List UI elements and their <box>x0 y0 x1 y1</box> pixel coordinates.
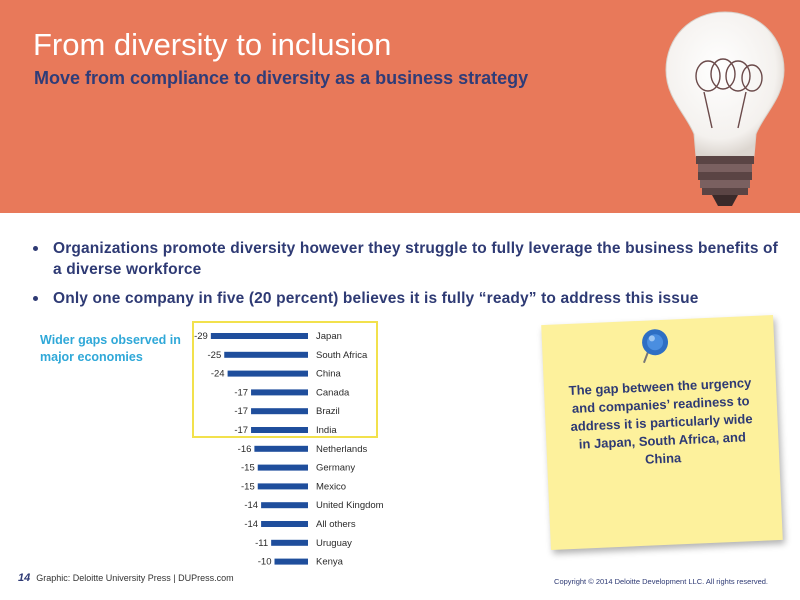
bar <box>257 464 308 471</box>
header-band: From diversity to inclusion Move from co… <box>0 0 800 213</box>
bar-value-label: -10 <box>258 557 272 568</box>
slide-title: From diversity to inclusion <box>33 27 392 62</box>
bar <box>224 351 308 358</box>
bar-value-label: -15 <box>241 463 255 474</box>
bar <box>251 427 308 433</box>
bar <box>261 502 308 509</box>
bar <box>251 408 308 415</box>
bar <box>227 370 308 377</box>
category-label: Germany <box>316 463 355 474</box>
source-text: Graphic: Deloitte University Press | DUP… <box>36 573 234 583</box>
bar <box>251 389 308 396</box>
category-label: Brazil <box>316 406 340 417</box>
bar-value-label: -17 <box>234 387 248 398</box>
bullet-item: Only one company in five (20 percent) be… <box>30 288 790 309</box>
bar-value-label: -24 <box>211 369 225 380</box>
bar-chart: -29 Japan -25 South Africa -24 China -17 Canada… <box>194 331 384 568</box>
page-number: 14 <box>18 572 31 584</box>
sticky-note-text: The gap between the urgency and companie… <box>568 375 753 467</box>
bar-value-label: -11 <box>255 538 268 549</box>
footer-source: 14 Graphic: Deloitte University Press | D… <box>18 572 234 584</box>
category-label: Canada <box>316 387 350 398</box>
category-label: Kenya <box>316 557 344 568</box>
bar-value-label: -16 <box>238 444 252 455</box>
bar <box>210 333 308 339</box>
bar <box>274 558 308 565</box>
category-label: All others <box>316 519 356 530</box>
category-label: United Kingdom <box>316 500 384 511</box>
bar-value-label: -17 <box>234 406 248 417</box>
category-label: China <box>316 369 342 380</box>
bar-value-label: -17 <box>234 425 248 436</box>
slide-subtitle: Move from compliance to diversity as a b… <box>34 68 529 88</box>
bullet-list: Organizations promote diversity however … <box>30 238 790 309</box>
lightbulb-icon <box>665 11 785 206</box>
sticky-note: The gap between the urgency and companie… <box>541 315 783 550</box>
category-label: Japan <box>316 331 342 342</box>
pushpin-icon <box>642 329 669 364</box>
bar-value-label: -25 <box>208 350 222 361</box>
category-label: India <box>316 425 337 436</box>
bullet-item: Organizations promote diversity however … <box>30 238 790 280</box>
bar <box>271 539 308 546</box>
bar <box>261 521 308 527</box>
copyright-text: Copyright © 2014 Deloitte Development LL… <box>554 577 768 586</box>
category-label: Netherlands <box>316 444 367 455</box>
bar-value-label: -14 <box>244 500 258 511</box>
bar <box>257 483 308 490</box>
bar-value-label: -29 <box>194 331 208 342</box>
category-label: South Africa <box>316 350 368 361</box>
bar <box>254 445 308 452</box>
category-label: Mexico <box>316 481 346 492</box>
category-label: Uruguay <box>316 538 352 549</box>
highlight-box <box>192 321 378 438</box>
bar-value-label: -14 <box>244 519 258 530</box>
bar-value-label: -15 <box>241 481 255 492</box>
callout-label: Wider gaps observed in major economies <box>40 333 181 364</box>
